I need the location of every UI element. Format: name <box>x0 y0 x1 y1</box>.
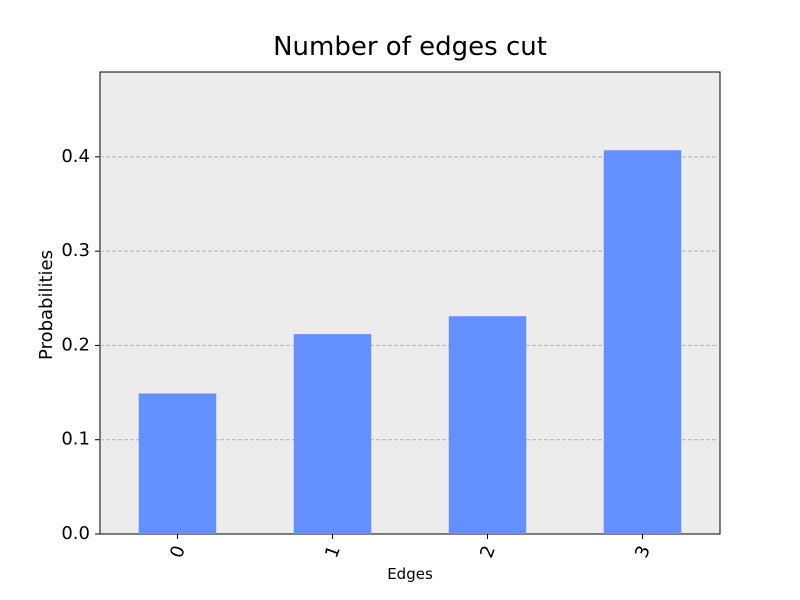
y-tick-label: 0.0 <box>61 523 90 544</box>
y-tick-label: 0.4 <box>61 146 90 167</box>
chart-title: Number of edges cut <box>273 32 547 62</box>
bar <box>603 150 682 534</box>
y-tick-label: 0.2 <box>61 334 90 355</box>
x-tick-label: 2 <box>476 543 500 561</box>
x-axis-title: Edges <box>387 565 433 583</box>
axis-layer <box>95 156 643 539</box>
x-tick-label: 0 <box>166 543 190 561</box>
y-axis-title: Probabilities <box>36 250 57 360</box>
y-tick-label: 0.1 <box>61 429 90 450</box>
x-tick-label: 3 <box>631 543 655 561</box>
tick-layer: 0.0 0.1 0.2 0.3 0.4 0 1 2 3 <box>61 146 654 561</box>
bar <box>448 316 527 534</box>
bar-layer <box>138 150 682 534</box>
y-tick-label: 0.3 <box>61 240 90 261</box>
bar <box>293 334 372 534</box>
bar <box>138 393 217 534</box>
x-tick-label: 1 <box>321 543 345 561</box>
